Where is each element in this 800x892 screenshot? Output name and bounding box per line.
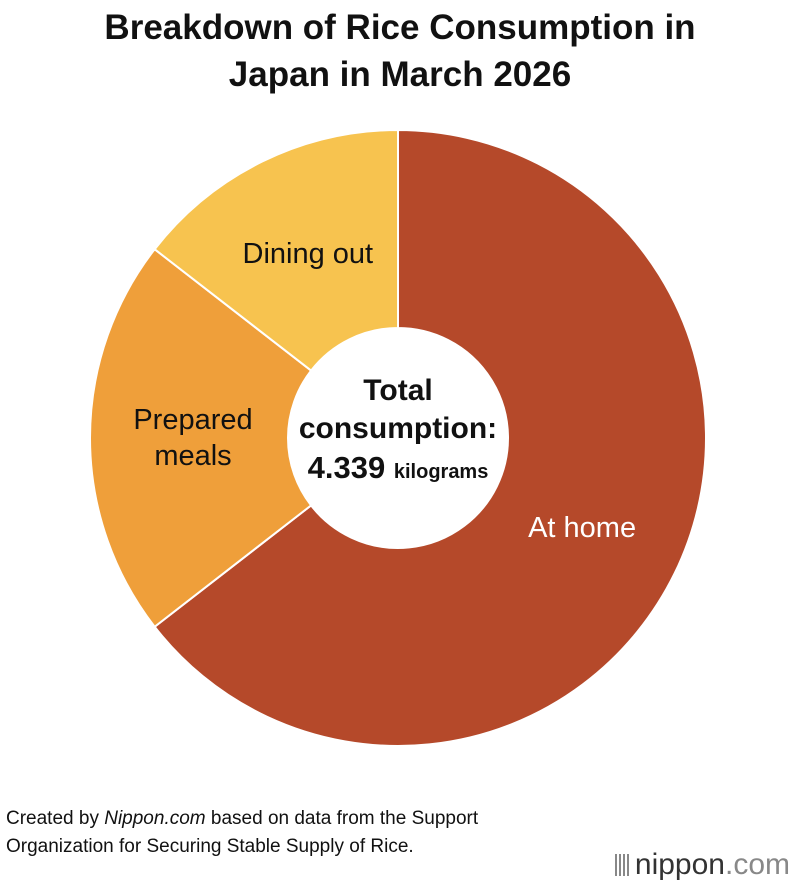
total-value: 4.339	[307, 450, 386, 485]
center-text: Total consumption: 4.339 kilograms	[298, 372, 498, 492]
center-label: Total consumption:	[298, 374, 498, 445]
slice-label: Prepared meals	[133, 404, 253, 472]
source-site: Nippon.com	[104, 808, 206, 829]
slice-label: At home	[528, 512, 637, 545]
donut-hole	[288, 328, 508, 548]
source-suffix: based on data from the Support Organizat…	[6, 808, 479, 857]
source-note: Created by Nippon.com based on data from…	[6, 805, 506, 861]
slice-label: Dining out	[242, 237, 374, 270]
logo: nippon.com	[614, 848, 790, 882]
chart-title: Breakdown of Rice Consumption in Japan i…	[104, 8, 696, 94]
total-unit: kilograms	[393, 461, 489, 483]
source-prefix: Created by	[6, 808, 105, 829]
logo-domain: .com	[724, 848, 790, 881]
logo-name: nippon	[634, 848, 725, 881]
